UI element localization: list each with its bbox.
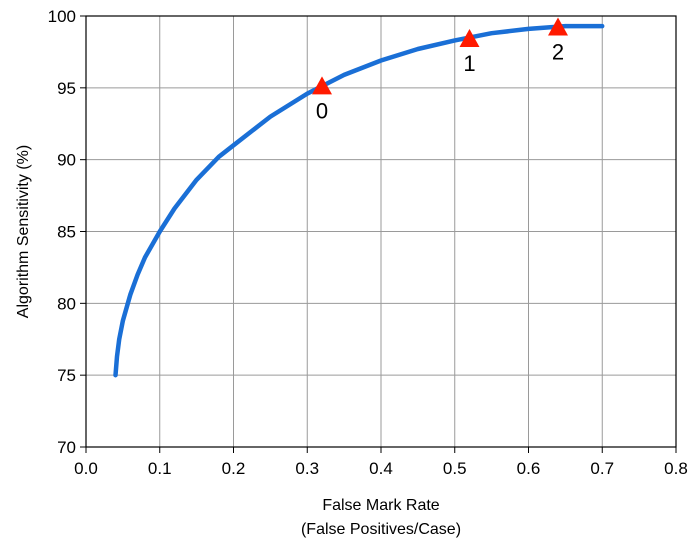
x-tick-label: 0.1 xyxy=(148,459,172,478)
y-tick-label: 90 xyxy=(57,151,76,170)
x-tick-label: 0.5 xyxy=(443,459,467,478)
y-axis-label: Algorithm Sensitivity (%) xyxy=(15,145,32,318)
operating-point-marker xyxy=(548,17,568,36)
x-tick-label: 0.8 xyxy=(664,459,688,478)
x-tick-label: 0.7 xyxy=(590,459,614,478)
operating-point-label: 2 xyxy=(552,39,564,64)
x-axis-ticks: 0.0 0.1 0.2 0.3 0.4 0.5 0.6 0.7 0.8 xyxy=(74,447,688,478)
operating-point-label: 0 xyxy=(316,98,328,123)
y-tick-label: 75 xyxy=(57,366,76,385)
x-tick-label: 0.0 xyxy=(74,459,98,478)
operating-points: 0 1 2 xyxy=(312,17,568,123)
y-tick-label: 100 xyxy=(48,7,76,26)
operating-point-marker xyxy=(312,76,332,95)
x-tick-label: 0.6 xyxy=(517,459,541,478)
x-tick-label: 0.2 xyxy=(222,459,246,478)
grid xyxy=(86,16,676,447)
operating-point-marker xyxy=(459,28,480,47)
sensitivity-curve xyxy=(113,23,605,378)
x-axis-label-line2: (False Positives/Case) xyxy=(301,521,461,538)
x-tick-label: 0.4 xyxy=(369,459,393,478)
x-tick-label: 0.3 xyxy=(295,459,319,478)
operating-point-label: 1 xyxy=(463,51,475,76)
y-tick-label: 95 xyxy=(57,79,76,98)
y-axis-ticks: 70 75 80 85 90 95 100 xyxy=(48,7,86,457)
y-tick-label: 80 xyxy=(57,294,76,313)
x-axis-label: False Mark Rate xyxy=(322,497,439,514)
y-tick-label: 85 xyxy=(57,223,76,242)
y-tick-label: 70 xyxy=(57,438,76,457)
